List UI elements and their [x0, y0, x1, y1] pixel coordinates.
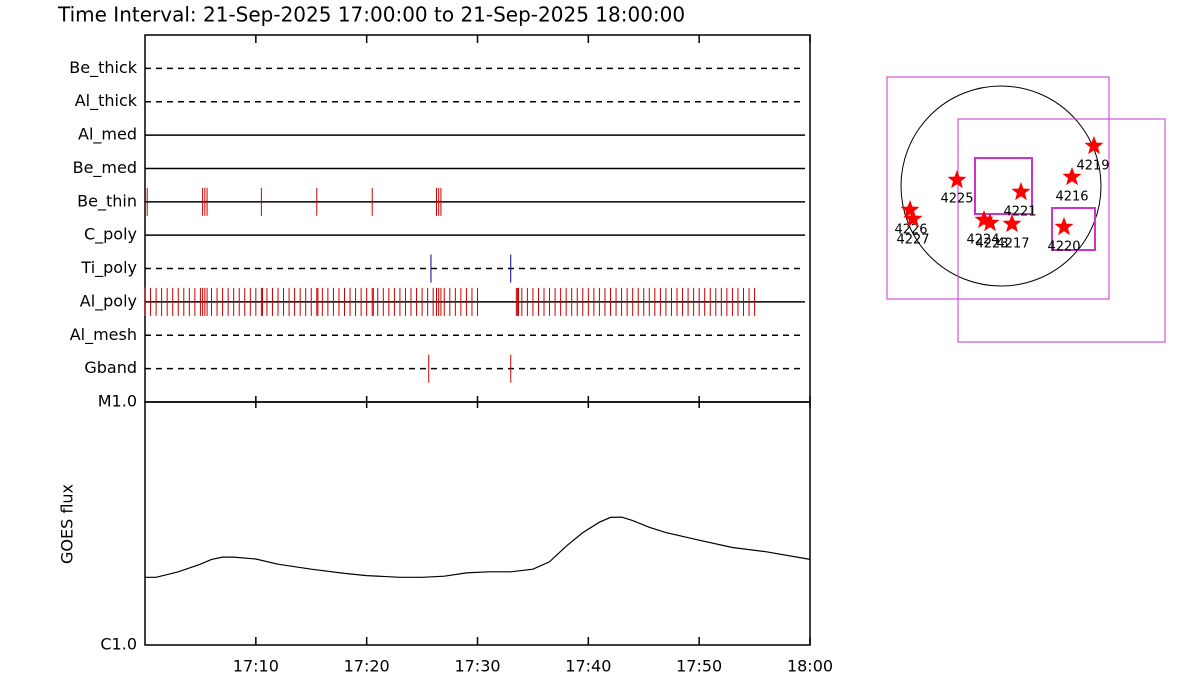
region-label: 4226 — [894, 223, 927, 238]
filter-label: Be_med — [73, 158, 137, 178]
region-star — [1054, 217, 1074, 236]
filter-label: Al_thick — [75, 91, 138, 111]
x-tick-label: 17:10 — [233, 657, 279, 676]
y-tick-label: C1.0 — [100, 635, 137, 654]
region-label: 4221 — [1003, 205, 1036, 220]
region-label: 4217 — [996, 237, 1029, 252]
region-label: 4216 — [1055, 190, 1088, 205]
region-label: 4219 — [1076, 159, 1109, 174]
region-star — [1011, 182, 1031, 201]
x-tick-label: 17:30 — [454, 657, 500, 676]
fov-box — [1051, 207, 1096, 251]
solar-disk — [900, 85, 1102, 287]
fov-box — [886, 76, 1110, 300]
filter-label: C_poly — [84, 225, 137, 245]
region-star — [1002, 214, 1022, 233]
x-tick-label: 17:40 — [565, 657, 611, 676]
filter-label: Ti_poly — [80, 258, 137, 278]
x-tick-label: 17:20 — [344, 657, 390, 676]
region-label: 4224 — [966, 233, 999, 248]
region-star — [903, 209, 923, 228]
region-label: 4223 — [975, 237, 1008, 252]
region-star — [974, 210, 994, 229]
y-axis-label: GOES flux — [58, 484, 77, 564]
region-star — [980, 213, 1000, 232]
region-label: 4220 — [1047, 240, 1080, 255]
fov-box — [957, 118, 1166, 343]
filter-label: Al_poly — [80, 291, 137, 311]
x-tick-label: 17:50 — [676, 657, 722, 676]
region-star — [1084, 136, 1104, 155]
filter-label: Gband — [84, 358, 137, 377]
filter-label: Be_thin — [77, 191, 137, 211]
filter-frame — [144, 34, 811, 403]
x-tick-label: 18:00 — [787, 657, 833, 676]
chart-title: Time Interval: 21-Sep-2025 17:00:00 to 2… — [57, 3, 685, 27]
region-star — [1062, 167, 1082, 186]
goes-frame — [144, 401, 811, 646]
region-star — [947, 170, 967, 189]
filter-label: Be_thick — [69, 58, 137, 78]
y-tick-label: M1.0 — [98, 392, 137, 411]
region-label: 4227 — [896, 233, 929, 248]
fov-box — [974, 157, 1033, 215]
region-label: 4225 — [940, 192, 973, 207]
filter-label: Al_mesh — [70, 325, 137, 345]
filter-label: Al_med — [78, 125, 137, 145]
goes-curve — [145, 516, 811, 578]
region-star — [900, 200, 920, 219]
